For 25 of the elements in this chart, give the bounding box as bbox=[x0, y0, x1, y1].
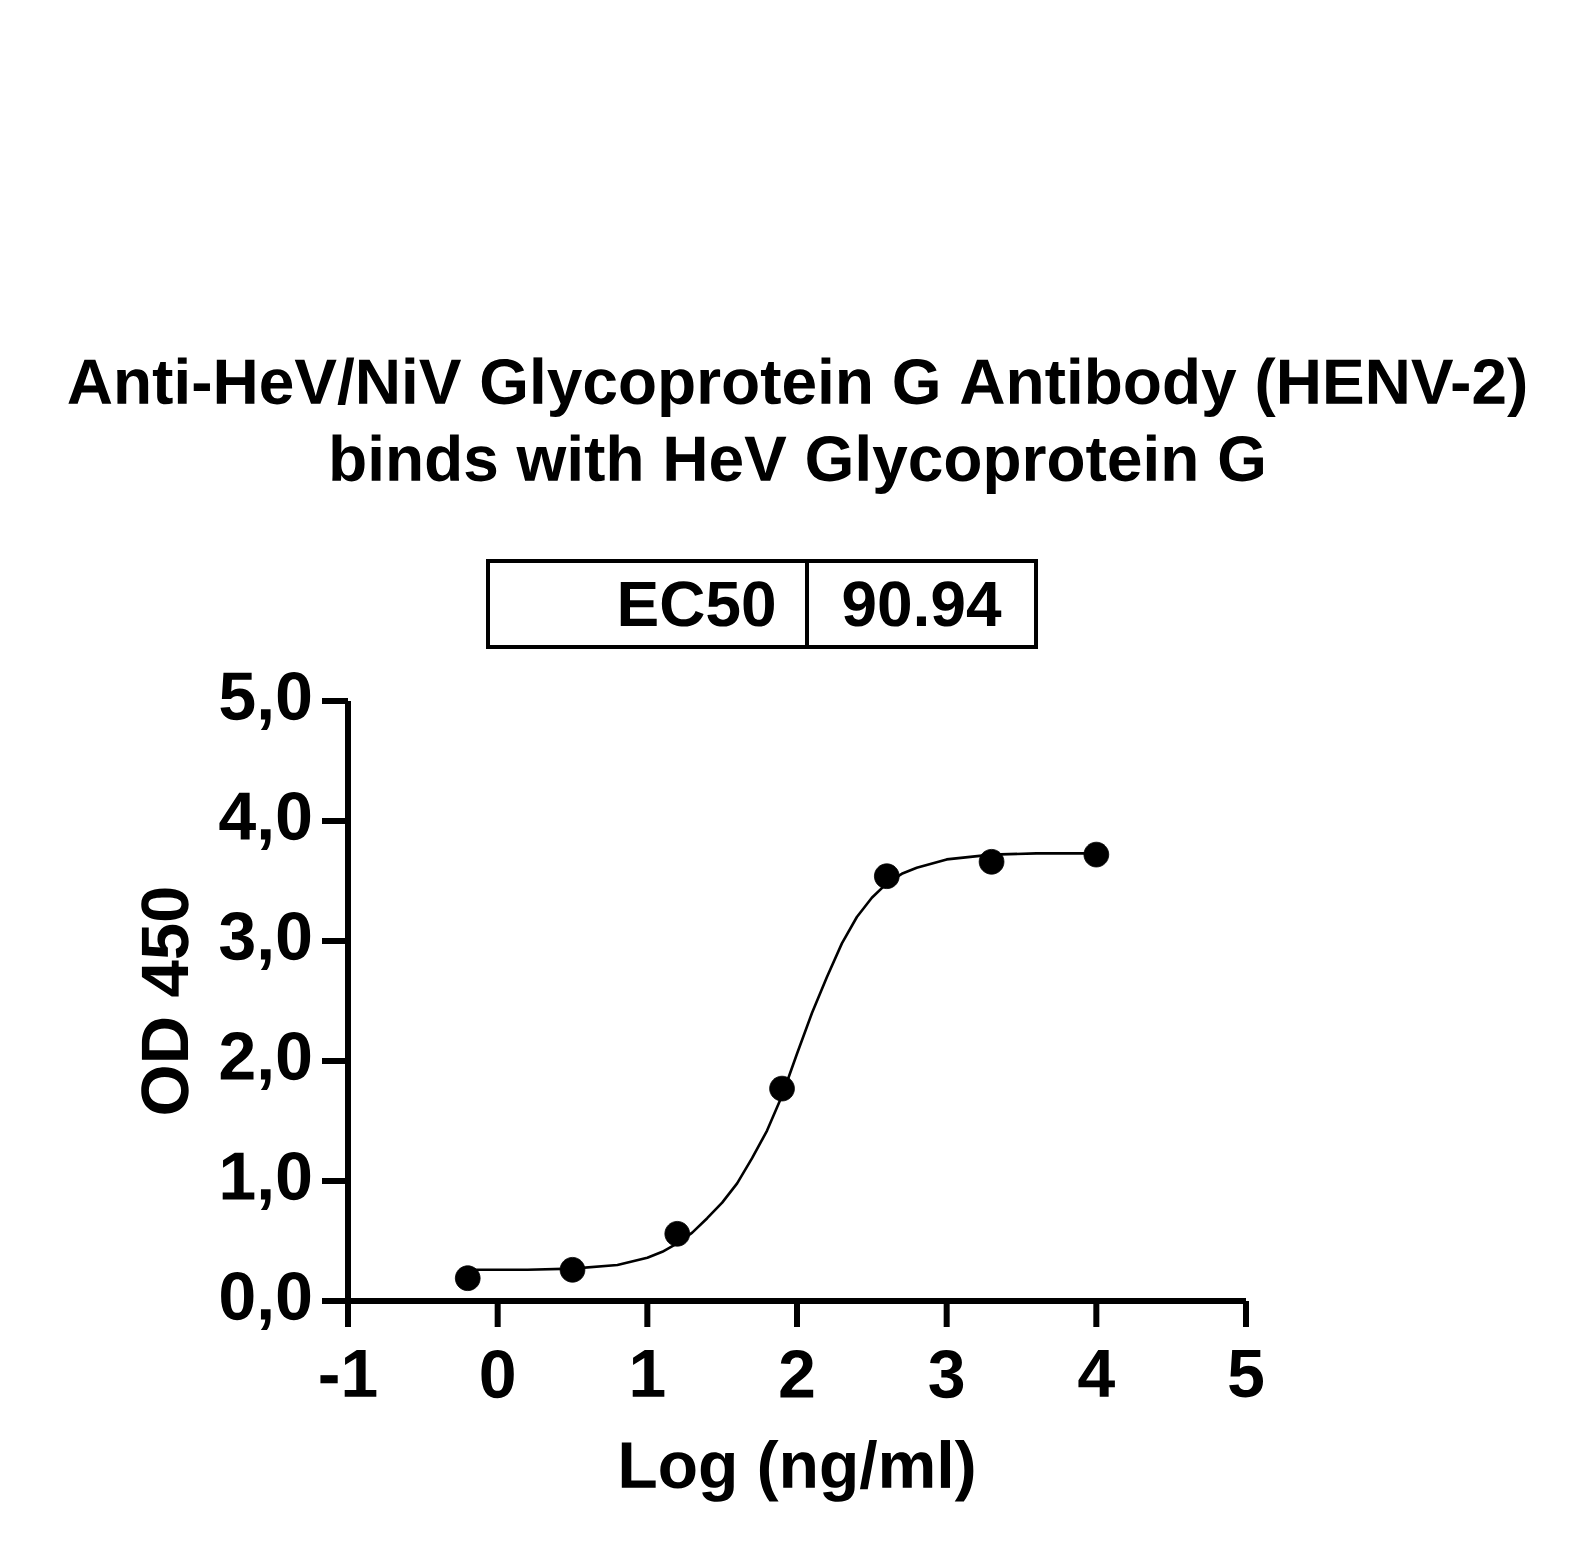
y-tick-label: 4,0 bbox=[219, 791, 311, 851]
point bbox=[664, 1221, 691, 1247]
x-axis-title: Log (ng/ml) bbox=[621, 1440, 974, 1502]
text: 90.94 bbox=[843, 581, 1002, 627]
x-tick-label: 0 bbox=[481, 1350, 514, 1399]
y-tick-label: 2,0 bbox=[220, 1031, 311, 1091]
x-tick-label: 2 bbox=[780, 1350, 814, 1398]
point bbox=[1083, 841, 1110, 868]
point bbox=[454, 1265, 481, 1291]
y-axis-title: OD 450 bbox=[141, 888, 189, 1114]
x-tick-label: 3 bbox=[929, 1350, 964, 1399]
y-tick-label: 1,0 bbox=[222, 1151, 311, 1211]
chart-title: Anti-HeV/NiV Glycoprotein G Antibody (HENV-2) binds with HeV Glycoprotein G bbox=[68, 357, 1526, 495]
point bbox=[559, 1257, 586, 1283]
x-tick-label: 5 bbox=[1229, 1350, 1264, 1398]
x-tick-label: 1 bbox=[632, 1350, 665, 1397]
point bbox=[874, 863, 900, 889]
y-tick-label: 3,0 bbox=[219, 911, 311, 971]
text: EC50 bbox=[620, 581, 774, 627]
y-tick-label: 5,0 bbox=[220, 671, 311, 731]
point bbox=[978, 849, 1005, 875]
x-tick-label: 4 bbox=[1078, 1350, 1115, 1397]
x-tick-label: -1 bbox=[320, 1350, 377, 1397]
point bbox=[769, 1075, 795, 1102]
y-tick-label: 0,0 bbox=[221, 1271, 311, 1331]
